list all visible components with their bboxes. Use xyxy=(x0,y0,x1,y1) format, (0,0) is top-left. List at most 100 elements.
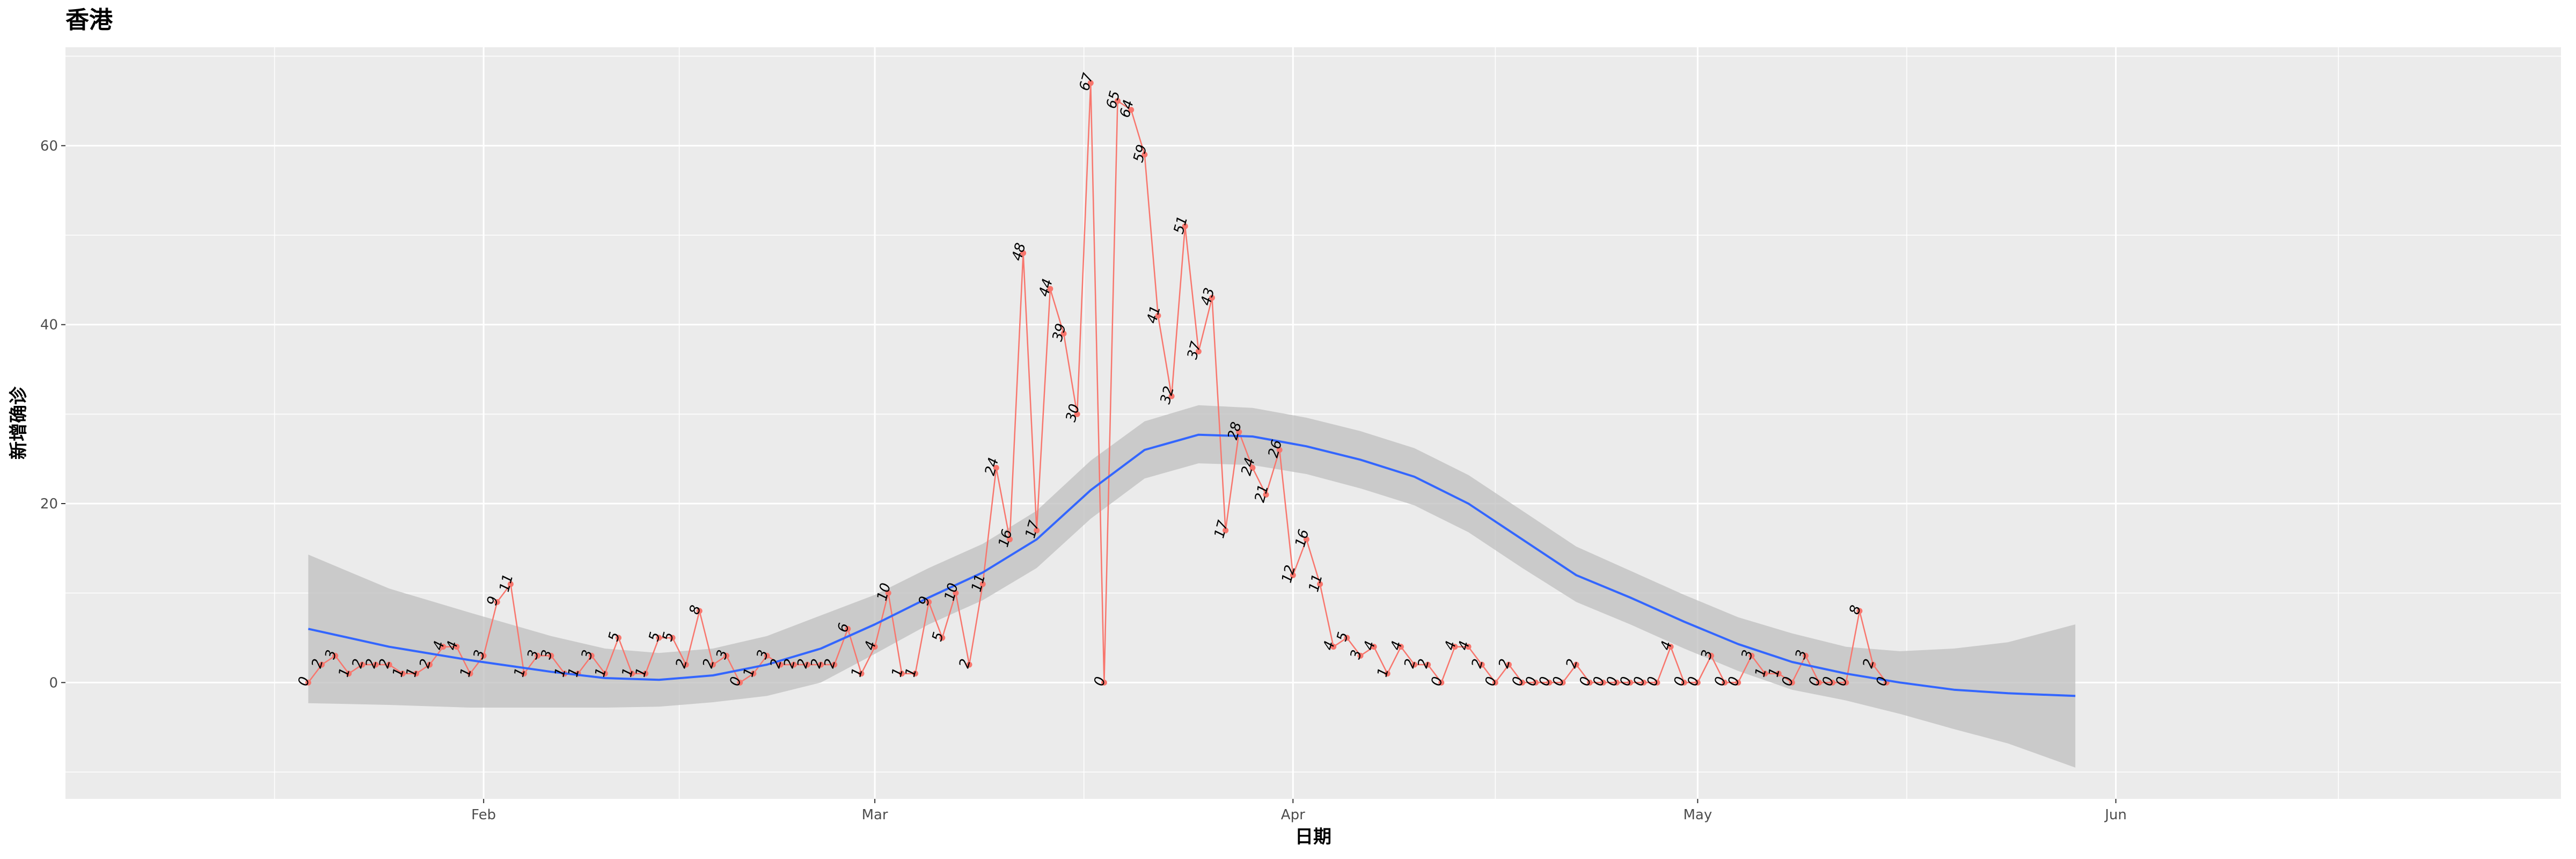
data-point xyxy=(669,635,676,641)
data-label: 2 xyxy=(794,657,812,670)
data-point xyxy=(1276,447,1283,453)
data-point xyxy=(427,661,433,668)
data-point xyxy=(1748,652,1755,659)
data-point xyxy=(319,661,325,668)
data-point xyxy=(346,671,352,677)
x-tick-label: Apr xyxy=(1281,807,1305,823)
data-point xyxy=(453,644,460,650)
data-point xyxy=(1802,652,1809,659)
data-point xyxy=(1425,661,1431,668)
data-label: 4 xyxy=(1442,639,1460,652)
data-point xyxy=(1236,429,1242,435)
data-point xyxy=(1465,644,1472,650)
data-label: 0 xyxy=(727,675,744,688)
data-label: 9 xyxy=(916,594,933,607)
data-point xyxy=(723,652,730,659)
data-label: 0 xyxy=(1833,675,1850,688)
data-label: 0 xyxy=(1482,675,1500,688)
data-label: 0 xyxy=(1725,675,1743,688)
data-label: 1 xyxy=(1752,666,1770,679)
data-label: 3 xyxy=(1348,648,1365,661)
data-point xyxy=(1600,679,1606,686)
data-label: 1 xyxy=(403,666,421,679)
data-point xyxy=(1438,679,1445,686)
data-point xyxy=(642,671,649,677)
data-point xyxy=(709,661,716,668)
data-point xyxy=(359,661,365,668)
data-point xyxy=(1101,679,1107,686)
data-point xyxy=(1182,223,1188,229)
data-point xyxy=(1223,527,1229,534)
x-axis-title: 日期 xyxy=(1295,826,1331,848)
data-point xyxy=(1829,679,1836,686)
data-point xyxy=(1047,286,1053,292)
data-label: 2 xyxy=(1563,657,1581,670)
data-label: 3 xyxy=(524,648,542,661)
data-point xyxy=(535,652,541,659)
data-label: 3 xyxy=(713,648,731,661)
data-point xyxy=(1775,671,1782,677)
data-point xyxy=(1020,250,1027,256)
data-label: 1 xyxy=(848,666,866,679)
data-label: 4 xyxy=(1361,639,1379,652)
data-label: 5 xyxy=(646,630,664,643)
data-point xyxy=(1762,671,1768,677)
data-point xyxy=(1115,98,1121,104)
data-point xyxy=(683,661,689,668)
data-label: 2 xyxy=(363,657,380,670)
data-point xyxy=(804,661,810,668)
data-label: 2 xyxy=(808,657,825,670)
data-point xyxy=(1614,679,1620,686)
data-label: 0 xyxy=(1523,675,1540,688)
data-point xyxy=(818,661,824,668)
data-point xyxy=(777,661,784,668)
data-label: 0 xyxy=(1644,675,1662,688)
y-tick-label: 40 xyxy=(40,317,58,333)
data-point xyxy=(616,635,622,641)
trend-line xyxy=(308,433,2076,697)
data-point xyxy=(1034,527,1040,534)
x-tick-label: May xyxy=(1683,807,1712,823)
data-point xyxy=(1330,644,1337,650)
data-point xyxy=(1492,679,1498,686)
data-point xyxy=(791,661,797,668)
data-label: 1 xyxy=(1766,666,1783,679)
data-point xyxy=(602,671,608,677)
data-point xyxy=(1155,312,1161,319)
data-label: 3 xyxy=(754,648,772,661)
data-point xyxy=(1411,661,1418,668)
data-point xyxy=(1087,80,1094,86)
data-label: 0 xyxy=(1428,675,1446,688)
data-label: 0 xyxy=(1806,675,1824,688)
data-point xyxy=(939,635,946,641)
data-label: 2 xyxy=(767,657,785,670)
data-point xyxy=(845,625,851,632)
data-label: 2 xyxy=(700,657,718,670)
data-label: 1 xyxy=(511,666,529,679)
data-label: 4 xyxy=(1320,639,1338,652)
data-label: 0 xyxy=(1550,675,1568,688)
data-label: 0 xyxy=(1536,675,1554,688)
data-point xyxy=(1357,652,1364,659)
data-label: 1 xyxy=(741,666,758,679)
data-label: 1 xyxy=(632,666,650,679)
data-point xyxy=(1816,679,1823,686)
data-label: 2 xyxy=(781,657,799,670)
data-label: 4 xyxy=(430,639,448,652)
data-label: 0 xyxy=(1604,675,1621,688)
data-label: 5 xyxy=(929,630,947,643)
data-point xyxy=(1560,679,1566,686)
data-label: 0 xyxy=(1630,675,1648,688)
x-tick-label: Feb xyxy=(471,807,496,823)
data-point xyxy=(588,652,595,659)
data-label: 4 xyxy=(1388,639,1406,652)
data-point xyxy=(1209,295,1215,301)
x-axis-ticks: Feb Mar Apr May Jun xyxy=(471,799,2127,823)
data-label: 2 xyxy=(1496,657,1513,670)
data-point xyxy=(1384,671,1391,677)
data-label: 2 xyxy=(1860,657,1878,670)
data-point xyxy=(440,644,447,650)
data-points xyxy=(305,80,1890,686)
y-tick-label: 60 xyxy=(40,138,58,154)
